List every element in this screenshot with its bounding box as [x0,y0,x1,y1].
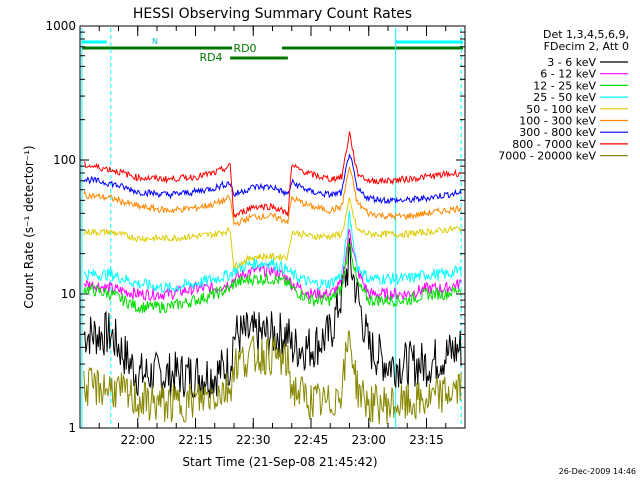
series-line [83,210,462,294]
series-line [83,238,462,399]
y-tick-label: 1000 [45,19,76,33]
night-flag-label: N [152,37,158,46]
x-tick-label: 23:00 [351,433,386,447]
legend-item-label: 12 - 25 keV [533,79,596,92]
rd4-flag-label: RD4 [199,51,222,64]
series-line [83,154,462,205]
series-line [83,131,462,219]
x-tick-label: 22:45 [294,433,329,447]
x-tick-label: 22:00 [120,433,155,447]
x-tick-label: 22:15 [178,433,213,447]
data-series-group [83,131,462,425]
rd0-flag-label: RD0 [233,42,256,55]
legend-item-label: 3 - 6 keV [547,56,596,69]
legend-item-label: 25 - 50 keV [533,91,596,104]
x-tick-label: 23:15 [409,433,444,447]
chart-title: HESSI Observing Summary Count Rates [133,6,412,22]
legend-item-label: 300 - 800 keV [519,126,596,139]
x-tick-label: 22:30 [236,433,271,447]
legend-header-line: Det 1,3,4,5,6,9, [543,28,629,41]
legend-item-label: 100 - 300 keV [519,115,596,128]
series-line [83,197,462,269]
series-line [83,166,462,227]
series-line [83,241,462,314]
y-tick-label: 1 [68,421,76,435]
x-axis-label: Start Time (21-Sep-08 21:45:42) [182,455,377,469]
series-line [83,330,462,425]
legend-header-line: FDecim 2, Att 0 [544,40,629,53]
y-axis-label: Count Rate (s⁻¹ detector⁻¹) [22,145,36,308]
legend-item-label: 7000 - 20000 keV [498,150,596,163]
legend-item-label: 50 - 100 keV [526,103,596,116]
flag-label-backdrop [232,44,282,52]
y-tick-label: 10 [61,287,76,301]
y-tick-label: 100 [53,153,76,167]
legend-item-label: 800 - 7000 keV [512,138,596,151]
footer-timestamp: 26-Dec-2009 14:46 [559,467,636,476]
legend-item-label: 6 - 12 keV [540,68,596,81]
